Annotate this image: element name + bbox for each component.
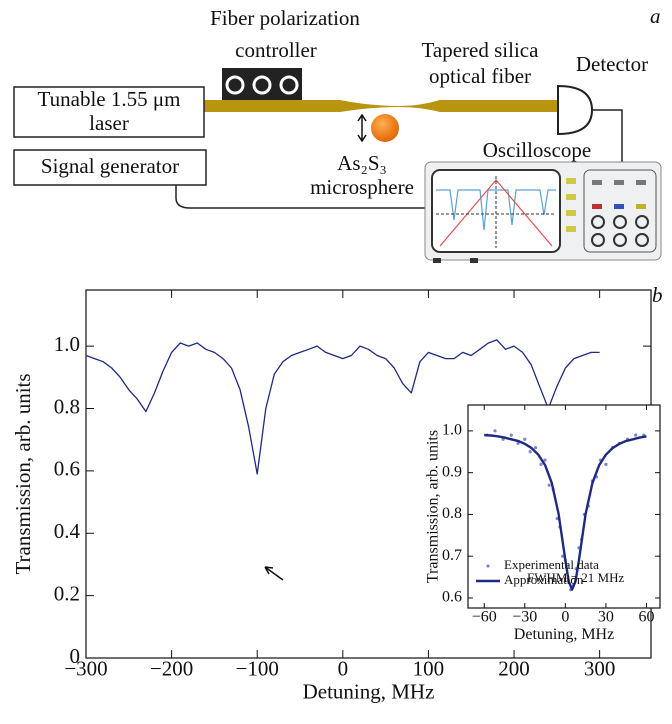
y-tick-label: 0.6 <box>54 457 80 481</box>
gap-arrow <box>357 113 367 143</box>
controller <box>222 68 302 102</box>
x-tick-label: −200 <box>150 656 193 680</box>
data-point <box>543 458 547 462</box>
x-tick-label: 100 <box>413 656 445 680</box>
x-tick-label: 60 <box>638 608 654 625</box>
sphere-label: microsphere <box>310 175 414 199</box>
data-line <box>85 339 600 475</box>
data-point <box>523 437 527 441</box>
wire <box>175 185 428 209</box>
wire <box>592 109 623 162</box>
laser-label: laser <box>89 111 129 135</box>
panel-label: b <box>652 283 663 307</box>
legend-marker <box>486 564 490 568</box>
oscilloscope-label: Oscilloscope <box>483 138 591 162</box>
annotation: FWHM = 21 MHz <box>527 570 624 585</box>
y-tick-label: 0.6 <box>442 589 462 606</box>
x-tick-label: −300 <box>64 656 107 680</box>
fiber-label: optical fiber <box>429 64 531 88</box>
controller-label: Fiber polarization <box>210 6 360 30</box>
y-tick-label: 0.9 <box>442 463 462 480</box>
data-point <box>539 462 543 466</box>
panel-label: a <box>650 4 661 28</box>
legend-label: Experimental data <box>504 557 599 572</box>
controller-label: controller <box>235 38 317 62</box>
x-tick-label: 200 <box>498 656 530 680</box>
microsphere <box>371 114 399 142</box>
laser-box <box>13 86 205 138</box>
fiber-label: Tapered silica <box>422 38 540 62</box>
y-tick-label: 0.7 <box>442 547 462 564</box>
legend-label: Approximation <box>504 572 584 587</box>
x-tick-label: −60 <box>472 608 497 625</box>
data-point <box>516 441 520 446</box>
data-point <box>534 446 538 450</box>
annotation-arrow <box>264 566 284 581</box>
y-tick-label: 1.0 <box>54 332 80 356</box>
data-point <box>561 554 565 558</box>
charts: −300 −200 −100 0 100 200 30000.20.40.60.81.0De… <box>11 283 663 704</box>
x-tick-label: −30 <box>512 608 537 625</box>
x-tick-label: 0 <box>338 656 349 680</box>
y-tick-label: 1.0 <box>442 422 462 439</box>
generator-box <box>13 149 207 186</box>
data-point <box>509 433 513 437</box>
data-point <box>528 450 532 454</box>
y-tick-label: 0 <box>70 644 81 668</box>
y-tick-label: 0.2 <box>54 581 80 605</box>
x-tick-label: −100 <box>236 656 279 680</box>
fiber <box>204 100 558 112</box>
laser-label: Tunable 1.55 μm <box>38 87 181 111</box>
data-point <box>547 483 551 487</box>
oscilloscope <box>424 161 662 263</box>
x-tick-label: 300 <box>584 656 616 680</box>
y-tick-label: 0.4 <box>54 519 81 543</box>
detector <box>557 84 594 136</box>
x-tick-label: 0 <box>561 608 569 625</box>
sphere-label: As₂S₃ <box>337 151 387 175</box>
data-line <box>484 433 647 591</box>
generator-label: Signal generator <box>41 154 179 178</box>
x-axis-label: Detuning, MHz <box>514 626 614 643</box>
data-point <box>493 429 497 433</box>
y-axis-label: Transmission, arb. units <box>425 430 442 583</box>
data-point <box>604 462 608 466</box>
diagram: a Fiber polarization controller Tapered … <box>13 4 662 263</box>
y-tick-label: 0.8 <box>54 394 80 418</box>
y-tick-label: 0.8 <box>442 505 462 522</box>
detector-label: Detector <box>576 52 648 76</box>
y-axis-label: Transmission, arb. units <box>11 373 35 574</box>
x-tick-label: 30 <box>598 608 614 625</box>
data-point <box>634 433 638 437</box>
x-axis-label: Detuning, MHz <box>303 680 435 704</box>
